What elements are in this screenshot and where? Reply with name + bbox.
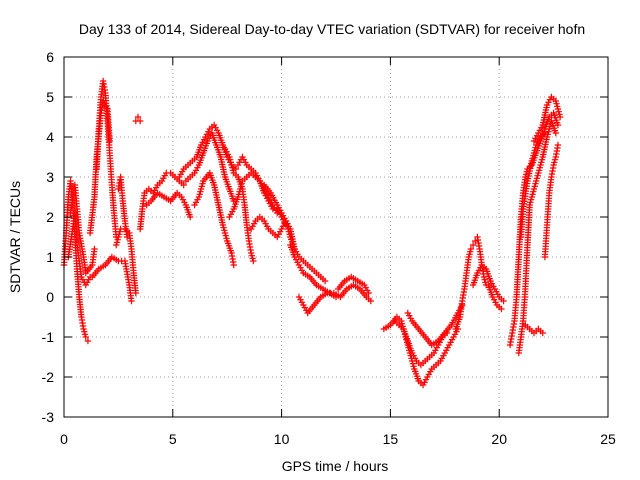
- x-tick-label: 0: [60, 431, 68, 447]
- y-tick-label: 1: [46, 249, 54, 265]
- scatter-series: [60, 77, 564, 389]
- y-tick-label: 4: [46, 129, 54, 145]
- data-point: [539, 329, 546, 337]
- data-point: [136, 117, 144, 125]
- x-axis-label: GPS time / hours: [282, 458, 389, 474]
- data-point: [467, 245, 475, 253]
- data-point: [230, 261, 237, 269]
- data-point: [82, 333, 89, 341]
- data-point: [556, 113, 564, 121]
- y-tick-labels: -3 -2 -1 0 1 2 3 4 5 6: [42, 49, 55, 425]
- y-tick-label: 0: [46, 289, 54, 305]
- data-point: [180, 181, 187, 189]
- data-point: [321, 277, 329, 285]
- data-point: [552, 129, 559, 137]
- data-point: [134, 113, 142, 121]
- y-tick-label: -2: [42, 369, 55, 385]
- x-tick-label: 5: [169, 431, 177, 447]
- data-point: [106, 137, 113, 145]
- x-tick-labels: 0 5 10 15 20 25: [60, 431, 616, 447]
- data-point: [128, 297, 135, 305]
- y-tick-label: -1: [42, 329, 55, 345]
- data-point: [554, 141, 562, 149]
- y-tick-label: 3: [46, 169, 54, 185]
- data-point: [232, 165, 240, 173]
- y-tick-label: 2: [46, 209, 54, 225]
- data-point: [469, 241, 477, 249]
- data-point: [367, 297, 375, 305]
- data-point: [554, 121, 562, 129]
- x-tick-label: 25: [600, 431, 616, 447]
- data-point: [250, 257, 257, 265]
- ticks: [63, 56, 609, 418]
- data-point: [500, 297, 507, 305]
- data-point: [123, 233, 131, 241]
- plot-frame: [63, 56, 609, 418]
- data-point: [132, 289, 140, 297]
- chart-title: Day 133 of 2014, Sidereal Day-to-day VTE…: [79, 21, 585, 37]
- data-point: [365, 289, 372, 297]
- x-tick-label: 20: [491, 431, 507, 447]
- y-tick-label: 6: [46, 49, 54, 65]
- data-point: [541, 129, 549, 137]
- x-tick-label: 10: [274, 431, 290, 447]
- data-point: [91, 245, 98, 253]
- y-tick-label: 5: [46, 89, 54, 105]
- y-tick-label: -3: [42, 409, 55, 425]
- data-point: [84, 337, 92, 345]
- y-axis-label: SDTVAR / TECUs: [7, 181, 23, 293]
- data-point: [498, 305, 505, 313]
- data-point: [187, 213, 194, 221]
- x-tick-label: 15: [383, 431, 399, 447]
